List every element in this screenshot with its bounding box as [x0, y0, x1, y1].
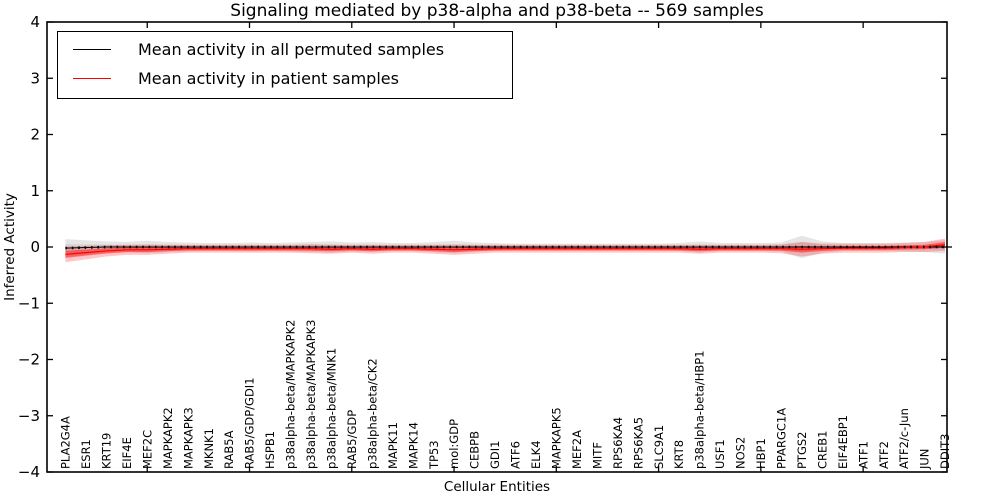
x-category-label: MAPKAPK2 — [161, 407, 175, 469]
x-category-label: RPS6KA4 — [611, 417, 625, 469]
legend-line-swatch-black — [73, 49, 111, 50]
x-category-label: HBP1 — [754, 438, 768, 469]
x-category-label: DDIT3 — [938, 434, 952, 469]
x-category-label: MAPK14 — [406, 422, 420, 469]
x-category-label: TP53 — [427, 440, 441, 470]
x-category-label: HSPB1 — [263, 431, 277, 469]
band-outer-1 — [65, 238, 945, 263]
legend-line-swatch-red — [73, 78, 111, 79]
x-category-label: CREB1 — [815, 431, 829, 470]
y-tick-label: 1 — [30, 182, 40, 200]
x-category-label: NOS2 — [734, 437, 748, 469]
x-category-label: ATF2/c-Jun — [897, 408, 911, 469]
x-category-label: p38alpha-beta/MNK1 — [325, 348, 339, 469]
x-category-label: RAB5A — [222, 430, 236, 469]
x-category-label: USF1 — [713, 439, 727, 469]
x-category-label: ATF6 — [509, 441, 523, 469]
y-tick-label: −2 — [18, 351, 40, 369]
x-category-label: MEF2C — [140, 430, 154, 469]
x-category-label: p38alpha-beta/MAPKAPK3 — [304, 320, 318, 470]
x-category-label: PLA2G4A — [59, 416, 73, 469]
x-axis-label: Cellular Entities — [443, 479, 551, 495]
x-category-label: EIF4E — [120, 437, 134, 469]
x-category-label: p38alpha-beta/MAPKAPK2 — [284, 320, 298, 470]
x-category-label: GDI1 — [488, 441, 502, 469]
x-category-label: MAPKAPK5 — [550, 407, 564, 469]
y-tick-label: 4 — [30, 13, 40, 31]
x-category-label: EIF4EBP1 — [836, 415, 850, 469]
legend-entry-patient: Mean activity in patient samples — [58, 64, 512, 93]
x-category-label: PTGS2 — [795, 432, 809, 470]
x-category-label: RAB5/GDP — [345, 410, 359, 469]
x-category-label: ATF2 — [877, 441, 891, 469]
x-category-label: MITF — [590, 442, 604, 469]
band-inner-1 — [65, 241, 945, 258]
legend-entry-permuted: Mean activity in all permuted samples — [58, 35, 512, 64]
x-category-label: p38alpha-beta/HBP1 — [693, 350, 707, 469]
x-category-label: MEF2A — [570, 430, 584, 469]
x-category-label: p38alpha-beta/CK2 — [365, 358, 379, 469]
x-category-label: SLC9A1 — [652, 425, 666, 469]
x-category-label: JUN — [918, 449, 932, 470]
y-tick-label: 0 — [30, 238, 40, 256]
legend: Mean activity in all permuted samples Me… — [57, 31, 513, 99]
y-tick-label: 3 — [30, 69, 40, 87]
x-category-label: MAPKAPK3 — [181, 407, 195, 469]
y-tick-label: −4 — [18, 463, 40, 481]
y-tick-label: −3 — [18, 407, 40, 425]
y-tick-label: 2 — [30, 126, 40, 144]
x-category-label: KRT19 — [100, 433, 114, 469]
legend-label-patient: Mean activity in patient samples — [138, 68, 399, 88]
x-category-label: ESR1 — [79, 439, 93, 469]
x-category-label: ELK4 — [529, 440, 543, 469]
chart-title: Signaling mediated by p38-alpha and p38-… — [230, 1, 764, 21]
x-category-label: ATF1 — [856, 441, 870, 469]
permuted-mean-line — [65, 246, 945, 249]
x-category-label: KRT8 — [672, 440, 686, 469]
x-category-label: MAPK11 — [386, 422, 400, 469]
x-category-label: PPARGC1A — [775, 408, 789, 469]
x-category-label: RPS6KA5 — [631, 417, 645, 469]
x-category-label: mol:GDP — [447, 419, 461, 469]
y-tick-label: −1 — [18, 294, 40, 312]
legend-label-permuted: Mean activity in all permuted samples — [138, 39, 445, 59]
x-category-label: RAB5/GDP/GDI1 — [243, 377, 257, 469]
patient-mean-line — [65, 244, 946, 255]
x-category-label: MKNK1 — [202, 428, 216, 469]
x-category-label: CEBPB — [468, 431, 482, 469]
